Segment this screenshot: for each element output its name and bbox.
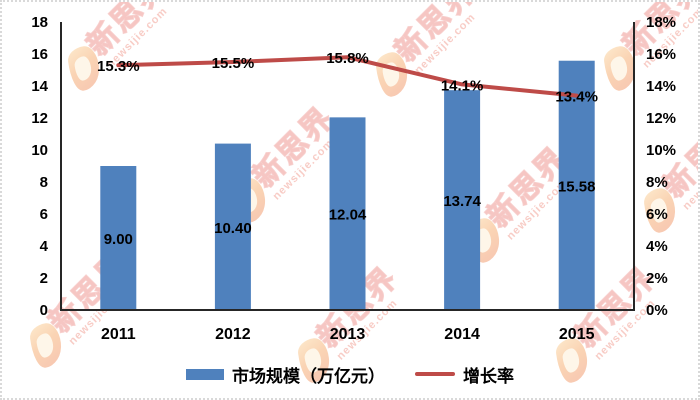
left-axis-tick: 4 (40, 238, 49, 255)
line-series-swatch (415, 372, 455, 376)
x-axis-label: 2011 (101, 326, 136, 343)
left-axis-tick: 6 (40, 206, 48, 223)
bar-2014 (444, 90, 481, 310)
chart-plot: 9.00 10.40 12.04 13.74 15.58 0 2 4 6 8 10 12 14 16 18 0… (31, 14, 676, 343)
right-axis-tick: 12% (646, 110, 676, 127)
right-axis-tick: 4% (646, 238, 668, 255)
line-value-label: 13.4% (555, 89, 598, 106)
right-axis-tick: 10% (646, 142, 676, 159)
growth-rate-line (116, 55, 579, 98)
left-axis-tick: 2 (40, 270, 48, 287)
left-axis-tick: 8 (40, 174, 48, 191)
right-axis-tick: 18% (646, 14, 676, 31)
legend-bar-label: 市场规模（万亿元） (232, 366, 385, 386)
bar-value-label: 12.04 (329, 207, 367, 224)
right-axis-tick: 6% (646, 206, 668, 223)
x-axis-label: 2014 (444, 326, 480, 343)
right-axis-tick: 0% (646, 302, 668, 319)
legend-line-label: 增长率 (463, 366, 514, 386)
right-axis-tick: 16% (646, 46, 676, 63)
line-value-label: 15.5% (212, 55, 255, 72)
left-axis-tick: 18 (31, 14, 48, 31)
left-axis-tick: 12 (31, 110, 48, 127)
line-value-label: 14.1% (441, 77, 484, 94)
x-axis-label: 2015 (559, 326, 595, 343)
left-axis-tick: 0 (40, 302, 48, 319)
line-value-label: 15.3% (97, 58, 140, 75)
line-value-label: 15.8% (326, 50, 369, 67)
bar-2012 (214, 143, 251, 310)
right-axis-tick: 14% (646, 78, 676, 95)
bar-value-label: 13.74 (443, 193, 481, 210)
legend-item-growth-rate: 增长率 (415, 362, 514, 387)
right-axis-tick: 2% (646, 270, 668, 287)
x-axis-label: 2013 (330, 326, 366, 343)
bar-2015 (558, 60, 595, 310)
bar-2011 (100, 166, 137, 310)
x-axis-label: 2012 (215, 326, 251, 343)
left-axis-tick: 16 (31, 46, 48, 63)
left-axis-tick: 14 (31, 78, 48, 95)
bar-value-label: 9.00 (104, 231, 133, 248)
left-axis-tick: 10 (31, 142, 48, 159)
bar-2013 (329, 117, 366, 310)
legend-item-market-size: 市场规模（万亿元） (186, 362, 385, 387)
bar-value-label: 15.58 (558, 178, 596, 195)
chart-legend: 市场规模（万亿元） 增长率 (2, 362, 698, 386)
right-axis-tick: 8% (646, 174, 668, 191)
bar-value-label: 10.40 (214, 220, 252, 237)
bar-series-swatch (186, 368, 224, 380)
